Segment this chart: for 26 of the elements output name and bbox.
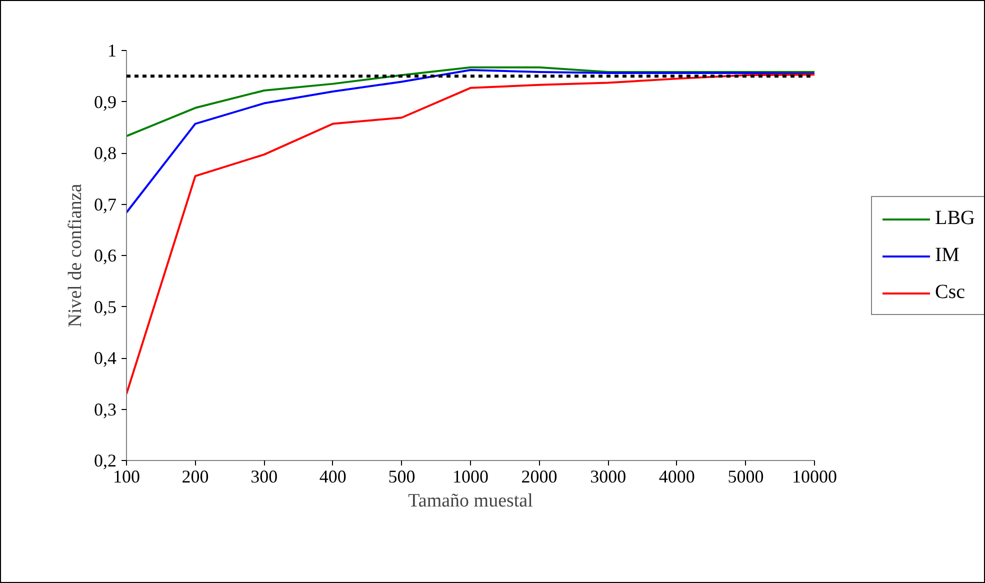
x-tick-label: 400 — [319, 466, 346, 486]
y-tick-label: 0,3 — [94, 399, 116, 420]
y-tick-label: 0,4 — [94, 348, 116, 368]
x-tick-label: 1000 — [452, 466, 488, 486]
y-tick-label: 0,6 — [94, 246, 116, 266]
x-tick-label: 200 — [182, 466, 209, 486]
x-tick-label: 300 — [250, 466, 278, 486]
legend-label: IM — [935, 244, 960, 267]
y-axis-title: Nivel de confianza — [65, 183, 86, 328]
x-axis-title: Tamaño muestal — [408, 490, 533, 512]
line-series — [126, 74, 814, 395]
y-tick-label: 0,9 — [94, 92, 116, 112]
line-series — [126, 66, 814, 138]
x-tick-label: 4000 — [658, 466, 695, 486]
y-tick-label: 1 — [108, 40, 116, 60]
legend-label: Csc — [935, 281, 965, 304]
x-tick-label: 5000 — [728, 466, 764, 486]
x-tick-label: 2000 — [521, 466, 558, 486]
y-tick-label: 0,5 — [94, 296, 116, 317]
x-tick-label: 10000 — [792, 466, 837, 486]
y-tick-label: 0,8 — [94, 143, 116, 163]
x-tick-label: 3000 — [590, 466, 626, 486]
line-series — [126, 68, 814, 214]
y-tick-label: 0,7 — [94, 194, 116, 214]
legend-label: LBG — [935, 207, 975, 230]
x-tick-label: 500 — [388, 466, 416, 486]
